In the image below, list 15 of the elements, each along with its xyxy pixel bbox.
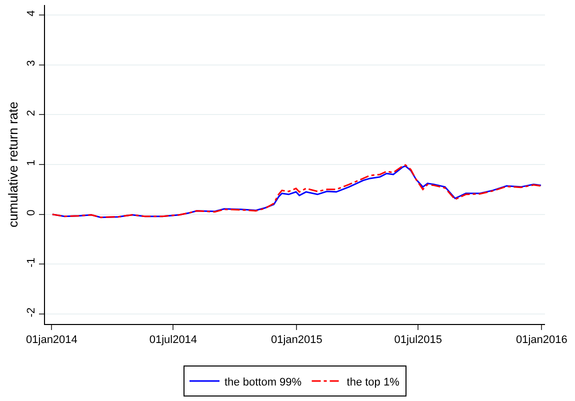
y-tick-label: 3	[26, 60, 38, 66]
y-tick-label: 0	[26, 210, 38, 216]
x-tick-label: 01jul2014	[149, 334, 198, 346]
y-tick-label: 1	[26, 160, 38, 166]
y-axis-title: cumulative return rate	[6, 102, 21, 228]
y-tick-label: -2	[26, 307, 38, 318]
legend-label: the top 1%	[346, 376, 400, 388]
y-tick-label: -1	[26, 258, 38, 268]
x-tick-label: 01jan2016	[516, 334, 568, 346]
y-tick-label: 2	[26, 110, 38, 116]
x-tick-label: 01jan2015	[270, 334, 322, 346]
legend-label: the bottom 99%	[224, 376, 302, 388]
y-tick-label: 4	[26, 10, 38, 16]
x-tick-label: 01jan2014	[26, 334, 78, 346]
x-tick-label: 01jul2015	[394, 334, 442, 346]
